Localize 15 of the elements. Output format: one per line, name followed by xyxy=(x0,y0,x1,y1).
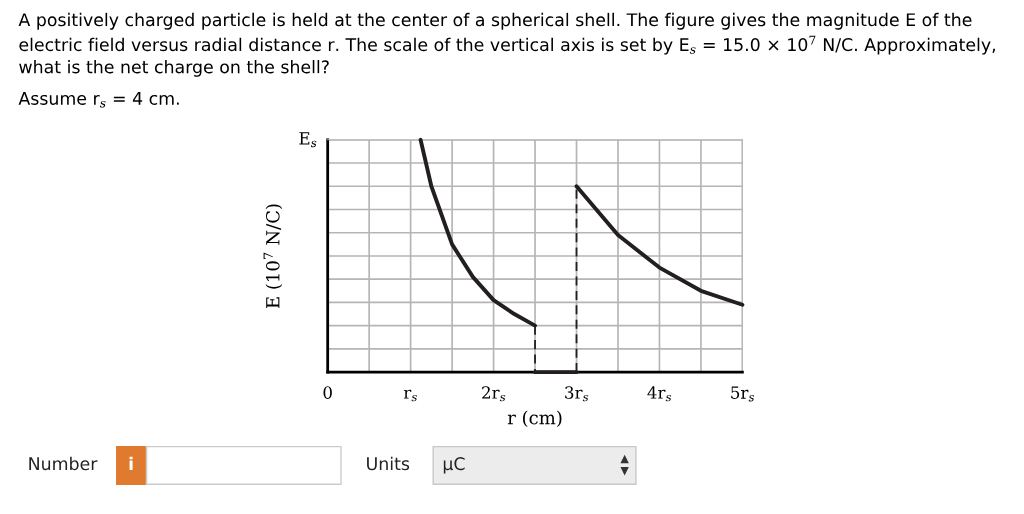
text: E$_{s}$ xyxy=(299,132,317,148)
x-tick-label: 0 xyxy=(323,386,332,399)
text: Units xyxy=(367,456,410,471)
x-tick-label: 2r$_{s}$ xyxy=(482,386,506,402)
chart-title: A positively charged particle is held at the center of a spherical shell. The figure gives the magnitude E of the electric field versus radial distance r. The scale of the vertical axis is set by E$_{s}$ = 15.0 × 10$^{7}$ N/C. Approximately, what is the net charge on the shell? xyxy=(18,12,995,77)
x-tick-label: 4r$_{s}$ xyxy=(647,386,672,402)
text: μC xyxy=(443,457,465,474)
x-tick-label: 5r$_{s}$ xyxy=(731,386,755,402)
text: i xyxy=(129,456,133,470)
text: Number xyxy=(29,456,98,471)
x-axis-title: r (cm) xyxy=(507,410,562,428)
y-axis-title: E (10$^{7}$ N/C) xyxy=(263,204,283,309)
x-tick-label: r$_{s}$ xyxy=(403,389,417,402)
text: Assume r$_{s}$ = 4 cm. xyxy=(18,92,179,108)
x-tick-label: 3r$_{s}$ xyxy=(565,386,589,402)
